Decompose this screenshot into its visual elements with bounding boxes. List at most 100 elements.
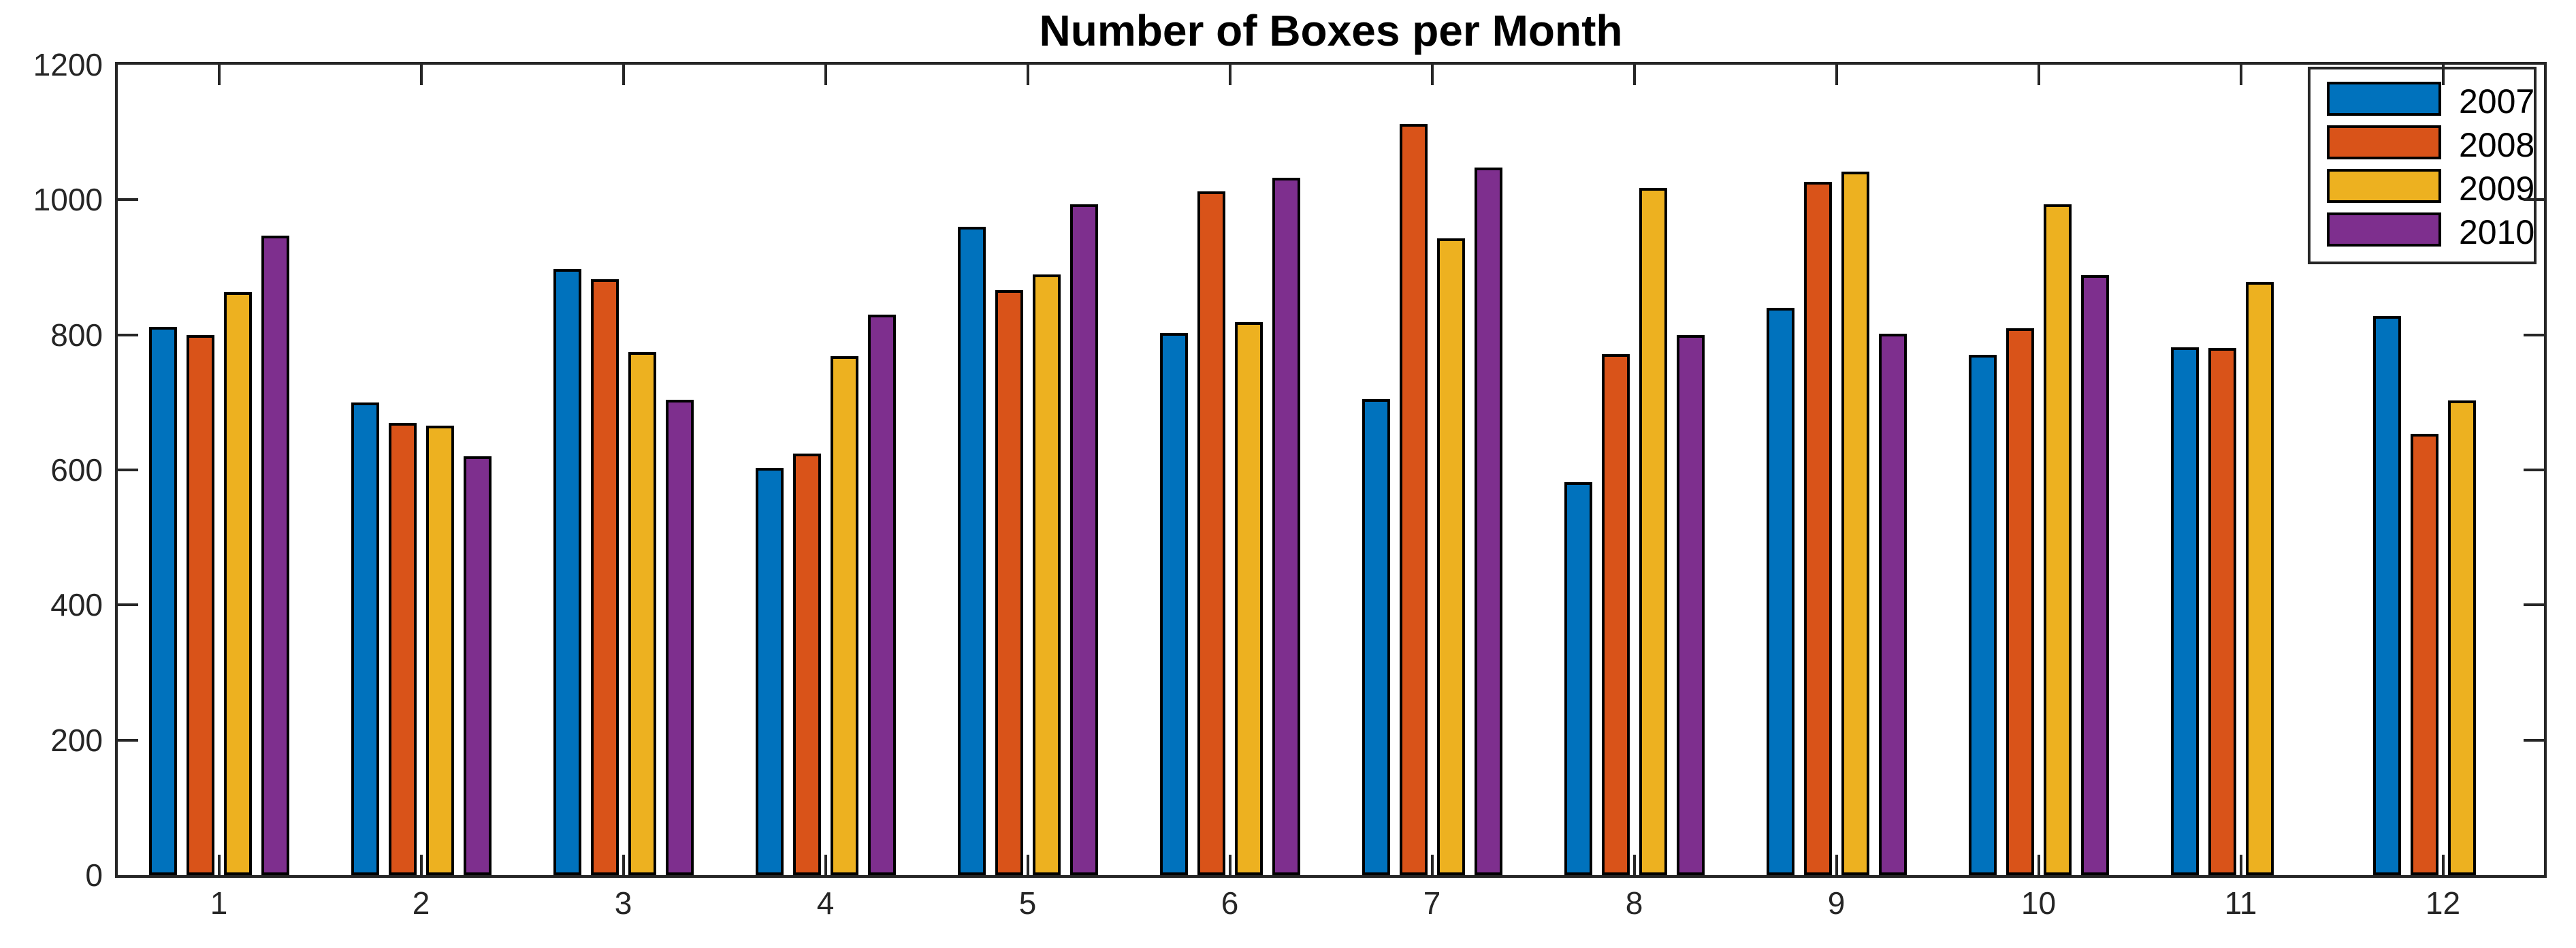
y-axis-tick — [2524, 198, 2544, 202]
x-axis-tick-label: 11 — [2224, 885, 2257, 921]
y-axis-tick — [2524, 333, 2544, 336]
chart-title: Number of Boxes per Month — [1039, 6, 1623, 55]
x-axis-tick — [824, 855, 827, 875]
bar-2008-month-6 — [1197, 191, 1225, 875]
bar-2009-month-7 — [1436, 238, 1465, 875]
x-axis-tick — [1835, 65, 1838, 85]
x-axis-tick — [1026, 65, 1029, 85]
bar-2010-month-6 — [1272, 177, 1300, 875]
legend-swatch-2010 — [2327, 212, 2441, 247]
x-axis-tick-label: 3 — [614, 885, 632, 921]
x-axis-tick — [1632, 855, 1636, 875]
x-axis-tick — [2239, 855, 2242, 875]
x-axis-tick — [217, 855, 221, 875]
x-axis-tick — [2441, 65, 2445, 85]
x-axis-tick-label: 12 — [2425, 885, 2461, 921]
bar-2007-month-1 — [148, 326, 177, 875]
bar-2008-month-2 — [388, 422, 417, 875]
bar-2007-month-7 — [1362, 398, 1390, 875]
legend-label: 2010 — [2459, 213, 2535, 251]
x-axis-tick — [824, 65, 827, 85]
bar-2009-month-10 — [2043, 204, 2072, 875]
y-axis-tick — [118, 198, 138, 202]
x-axis-tick-label: 2 — [412, 885, 430, 921]
y-axis-tick-label: 600 — [50, 452, 103, 488]
x-axis-tick — [217, 65, 221, 85]
bar-2009-month-1 — [223, 292, 252, 875]
y-axis-tick-label: 800 — [50, 317, 103, 353]
bar-2007-month-4 — [755, 468, 784, 875]
bar-2009-month-2 — [425, 425, 454, 875]
x-axis-tick-label: 10 — [2020, 885, 2057, 921]
bar-2007-month-12 — [2372, 315, 2401, 875]
plot-area — [115, 62, 2547, 878]
bar-2010-month-3 — [665, 399, 694, 875]
x-axis-tick — [1430, 65, 1434, 85]
bar-2007-month-5 — [957, 227, 986, 875]
legend-entry-2010: 2010 — [2311, 212, 2534, 256]
bar-2010-month-4 — [867, 314, 896, 875]
legend-label: 2007 — [2459, 82, 2535, 121]
bar-2009-month-3 — [628, 352, 656, 875]
bar-2009-month-12 — [2447, 400, 2476, 875]
legend-entry-2008: 2008 — [2311, 125, 2534, 169]
bar-2007-month-2 — [351, 402, 379, 875]
bar-2009-month-5 — [1032, 274, 1061, 875]
bar-2008-month-11 — [2208, 347, 2236, 875]
y-axis-tick-label: 200 — [50, 722, 103, 758]
bar-2008-month-12 — [2410, 434, 2438, 875]
x-axis-tick-label: 8 — [1625, 885, 1643, 921]
bar-2009-month-4 — [830, 356, 858, 875]
x-axis-tick-label: 4 — [816, 885, 835, 921]
y-axis-tick-label: 400 — [50, 587, 103, 623]
legend-swatch-2008 — [2327, 125, 2441, 159]
bar-2010-month-10 — [2080, 275, 2109, 875]
bar-2007-month-11 — [2170, 347, 2199, 875]
x-axis-tick — [1228, 65, 1231, 85]
legend-entry-2007: 2007 — [2311, 82, 2534, 125]
x-axis-tick — [1026, 855, 1029, 875]
legend-label: 2008 — [2459, 126, 2535, 164]
x-axis-tick — [419, 855, 423, 875]
bar-2008-month-3 — [590, 279, 619, 875]
bar-2008-month-9 — [1803, 181, 1832, 875]
y-axis-tick — [118, 738, 138, 742]
bar-2009-month-8 — [1639, 188, 1667, 875]
x-axis-tick — [2037, 65, 2040, 85]
x-axis-tick — [419, 65, 423, 85]
legend-swatch-2009 — [2327, 169, 2441, 203]
x-axis-tick — [622, 65, 625, 85]
y-axis-tick — [118, 469, 138, 471]
y-axis-tick — [2524, 469, 2544, 471]
bar-2008-month-5 — [995, 290, 1023, 875]
x-axis-tick-label: 1 — [210, 885, 228, 921]
legend-entry-2009: 2009 — [2311, 169, 2534, 212]
bar-2008-month-10 — [2006, 328, 2034, 875]
x-axis-tick-label: 7 — [1423, 885, 1441, 921]
y-axis-tick — [2524, 603, 2544, 607]
bar-2007-month-8 — [1564, 481, 1592, 875]
x-axis-tick — [1632, 65, 1636, 85]
x-axis-tick-label: 9 — [1827, 885, 1846, 921]
bar-2009-month-9 — [1841, 171, 1869, 875]
bar-2008-month-8 — [1601, 354, 1630, 875]
legend: 2007 2008 2009 2010 — [2308, 67, 2537, 264]
bar-2007-month-3 — [553, 269, 581, 875]
x-axis-tick — [622, 855, 625, 875]
x-axis-tick-label: 6 — [1221, 885, 1239, 921]
y-axis-tick — [118, 603, 138, 607]
bar-2010-month-1 — [261, 235, 289, 875]
y-axis-tick — [2524, 738, 2544, 742]
legend-swatch-2007 — [2327, 82, 2441, 116]
x-axis-tick — [1835, 855, 1838, 875]
x-axis-tick — [2037, 855, 2040, 875]
x-axis-tick — [2441, 855, 2445, 875]
bar-2010-month-7 — [1474, 167, 1502, 875]
bar-2007-month-9 — [1766, 308, 1794, 875]
bar-2010-month-5 — [1069, 204, 1098, 875]
y-axis-tick — [118, 333, 138, 336]
y-axis-tick-label: 1200 — [33, 47, 103, 82]
x-axis-tick — [1430, 855, 1434, 875]
x-axis-tick — [2239, 65, 2242, 85]
